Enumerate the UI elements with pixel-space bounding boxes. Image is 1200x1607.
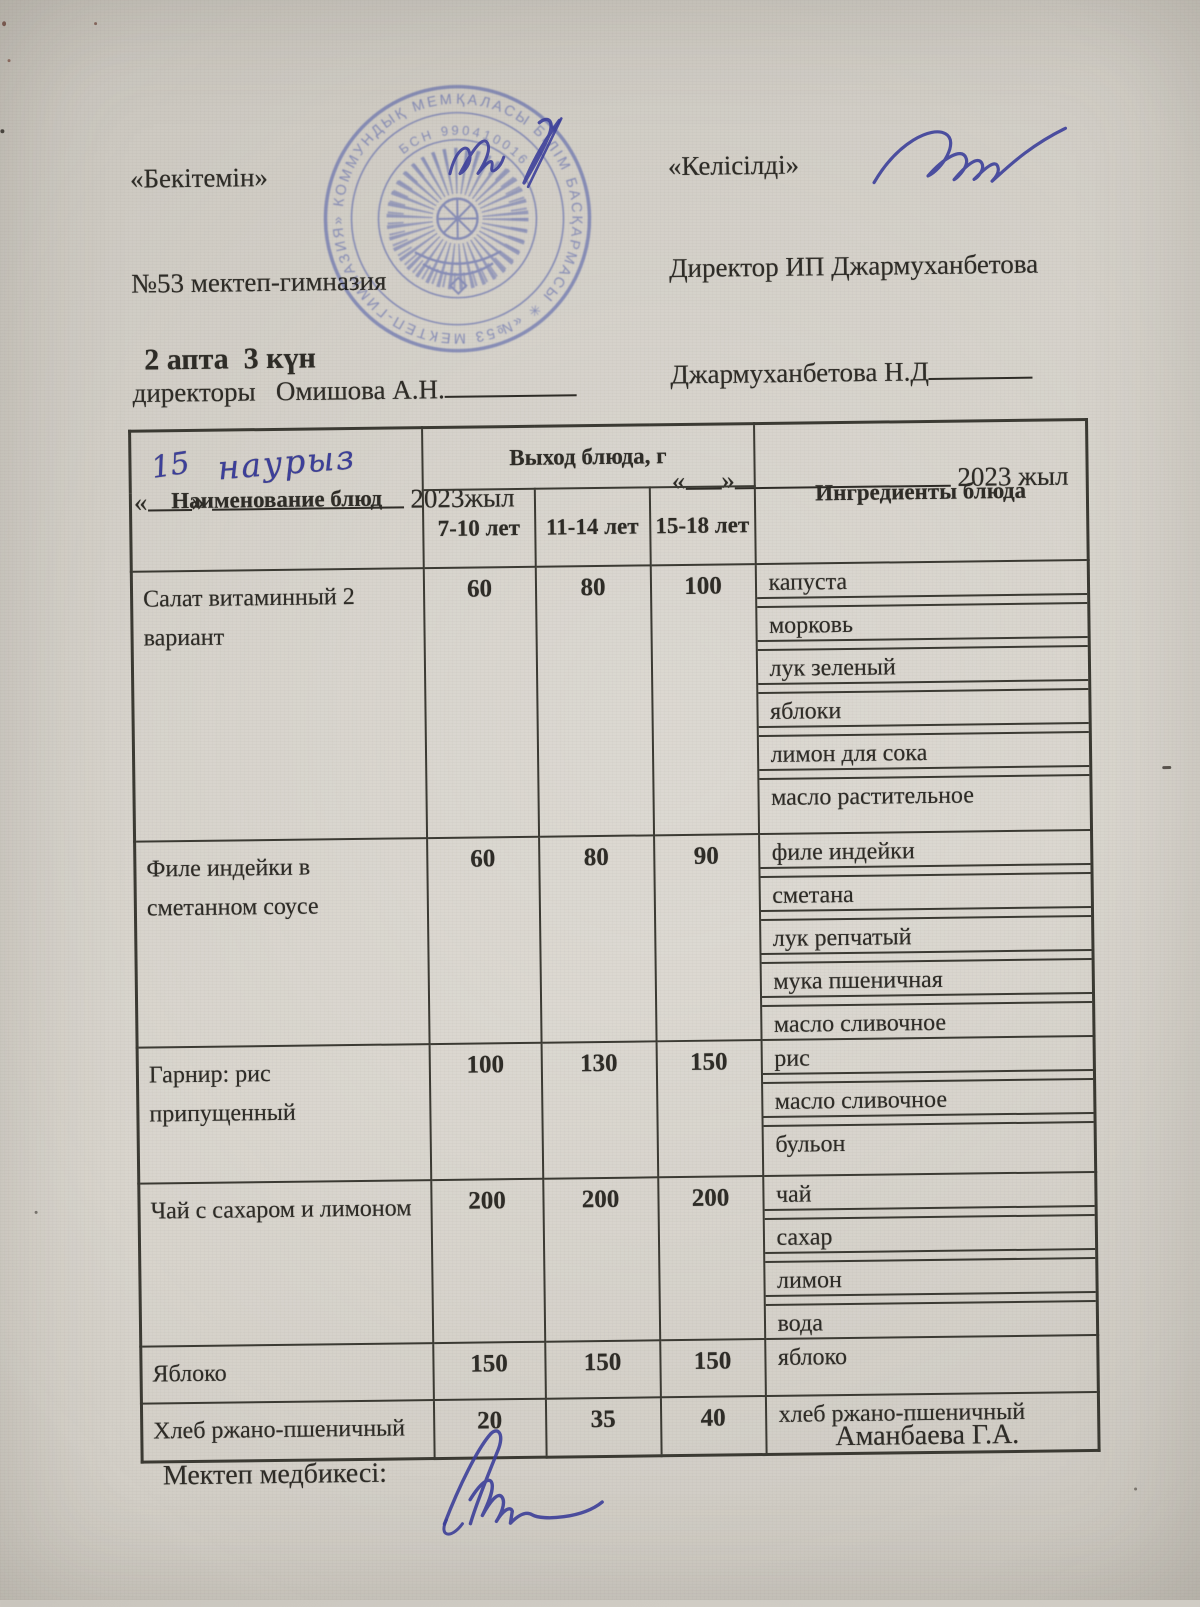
- table-row: Салат витаминный 2 вариант 60 80 100 капуста…: [131, 559, 1092, 842]
- portion-cell: 60: [423, 566, 539, 838]
- ingredients-list: филе индейки сметана лук репчатый мука пшен…: [759, 830, 1093, 1039]
- nurse-signature: [442, 1429, 604, 1536]
- col-header-age-15-18: 15-18 лет: [649, 485, 756, 565]
- portion-cell: 200: [430, 1178, 545, 1343]
- ingredient-item: капуста: [756, 560, 1088, 599]
- portion-cell: 80: [535, 564, 654, 837]
- paper-speck: [94, 22, 98, 26]
- dish-cell: Чай с сахаром и лимоном: [138, 1179, 433, 1347]
- portion-cell: 200: [542, 1176, 660, 1342]
- portion-cell: 80: [538, 834, 657, 1043]
- portion-cell: 90: [653, 833, 762, 1041]
- paper-speck: [0, 129, 5, 134]
- ingredient-item: бульон: [763, 1120, 1095, 1159]
- agree-name-text: Джармуханбетова Н.Д: [670, 356, 930, 390]
- ingredient-item: масло растительное: [758, 773, 1090, 812]
- portion-cell: 150: [544, 1339, 661, 1399]
- ingredient-item: яблоки: [757, 687, 1089, 728]
- ingredient-item: масло сливочное: [762, 1077, 1094, 1118]
- paper-speck: [1134, 1487, 1138, 1491]
- table-row: Гарнир: рис припущенный 100 130 150 рис масло…: [137, 1035, 1096, 1184]
- signature-line: [444, 366, 577, 399]
- ingredient-item: сметана: [760, 871, 1091, 912]
- signature-line: [928, 348, 1033, 381]
- portion-cell: 60: [426, 836, 542, 1044]
- ingredient-item: вода: [765, 1299, 1097, 1338]
- ingredient-item: яблоко: [777, 1343, 848, 1371]
- ingredient-item: лимон: [764, 1256, 1096, 1297]
- agree-name-line: Джармуханбетова Н.Д: [670, 347, 1150, 391]
- ingredient-item: масло сливочное: [761, 1000, 1093, 1039]
- director-signature: [448, 117, 563, 189]
- menu-table-body: Салат витаминный 2 вариант 60 80 100 капуста…: [131, 559, 1100, 1462]
- ingredients-cell: яблоко: [764, 1334, 1099, 1397]
- week-day-line: 2 апта 3 күн: [143, 341, 316, 377]
- col-header-age-7-10: 7-10 лет: [422, 488, 536, 568]
- col-header-ingredients: Ингредиенты блюда: [753, 419, 1089, 564]
- portion-cell: 150: [432, 1341, 546, 1401]
- menu-table-head: Наименование блюд Выход блюда, г Ингреди…: [129, 419, 1089, 572]
- ingredient-item: лук репчатый: [760, 914, 1092, 955]
- ingredient-item: чай: [763, 1172, 1095, 1211]
- col-header-output: Выход блюда, г: [421, 423, 755, 490]
- nurse-name: Аманбаева Г.А.: [835, 1418, 1020, 1453]
- portion-cell: 150: [659, 1338, 766, 1398]
- dish-cell: Гарнир: рис припущенный: [137, 1043, 431, 1184]
- paper-speck: [1162, 766, 1172, 770]
- agree-line2: Директор ИП Джармуханбетова: [668, 248, 1039, 284]
- ingredient-item: морковь: [756, 601, 1088, 642]
- col-header-dish-name: Наименование блюд: [129, 427, 424, 572]
- portion-cell: 200: [657, 1175, 765, 1340]
- ingredient-item: мука пшеничная: [761, 957, 1093, 998]
- ingredient-item: рис: [762, 1036, 1093, 1075]
- approve-role-text: директоры Омишова А.Н.: [132, 374, 445, 409]
- ingredient-item: сахар: [764, 1213, 1096, 1254]
- nurse-label: Мектеп медбикесі:: [162, 1457, 388, 1492]
- dish-cell: Хлеб ржано-пшеничный: [141, 1400, 435, 1462]
- agree-signature: [872, 126, 1068, 185]
- table-row: Чай с сахаром и лимоном 200 200 200 чай сахар…: [138, 1171, 1098, 1347]
- ingredient-item: лимон для сока: [758, 730, 1090, 771]
- portion-cell: 130: [541, 1040, 658, 1179]
- paper-speck: [7, 59, 11, 63]
- portion-cell: 100: [650, 563, 759, 835]
- ingredient-item: лук зеленый: [757, 644, 1089, 685]
- portion-cell: 40: [660, 1396, 767, 1456]
- ingredients-cell: чай сахар лимон вода: [762, 1171, 1098, 1339]
- portion-cell: 100: [429, 1042, 543, 1180]
- ingredient-item: филе индейки: [759, 830, 1091, 869]
- paper-speck: [34, 1210, 38, 1214]
- table-row: Филе индейки в сметанном соусе 60 80 90 филе…: [134, 829, 1095, 1048]
- dish-cell: Филе индейки в сметанном соусе: [134, 837, 430, 1048]
- dish-cell: Яблоко: [140, 1342, 434, 1404]
- portion-cell: 150: [656, 1039, 763, 1177]
- ingredients-list: чай сахар лимон вода: [763, 1172, 1097, 1338]
- dish-cell: Салат витаминный 2 вариант: [131, 567, 427, 842]
- ingredients-cell: филе индейки сметана лук репчатый мука пшен…: [758, 829, 1095, 1040]
- paper-speck: [2, 21, 7, 27]
- col-header-age-11-14: 11-14 лет: [534, 486, 651, 567]
- ingredients-list: рис масло сливочное бульон: [762, 1036, 1095, 1159]
- ingredients-cell: рис масло сливочное бульон: [761, 1035, 1096, 1176]
- ingredients-list: капуста морковь лук зеленый яблоки лимон для…: [756, 560, 1090, 812]
- ingredients-cell: капуста морковь лук зеленый яблоки лимон для…: [755, 559, 1092, 834]
- menu-table: Наименование блюд Выход блюда, г Ингреди…: [128, 418, 1101, 1464]
- ingredients-list: яблоко: [766, 1335, 1097, 1371]
